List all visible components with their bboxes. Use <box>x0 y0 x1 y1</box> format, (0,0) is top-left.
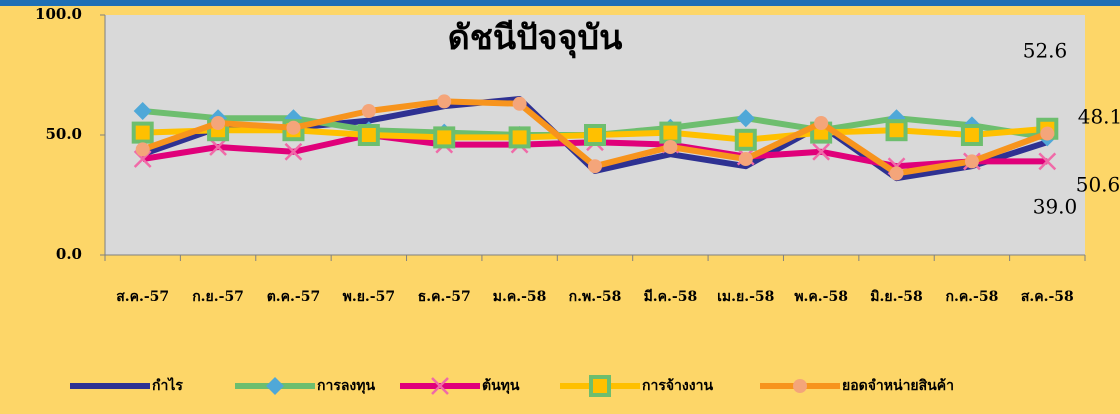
chart-title: ดัชนีปัจจุบัน <box>448 18 623 59</box>
data-point <box>960 124 983 146</box>
data-point <box>814 116 829 130</box>
data-point <box>433 126 456 149</box>
data-point <box>659 121 682 144</box>
data-point <box>284 142 303 161</box>
legend-label: การจ้างงาน <box>642 378 713 394</box>
data-point <box>135 142 150 157</box>
x-tick-label: ก.ย.-57 <box>192 289 244 305</box>
x-tick-label: พ.ย.-57 <box>343 289 395 305</box>
legend-marker <box>589 375 611 397</box>
x-tick-label: ธ.ค.-57 <box>418 289 471 305</box>
x-tick-label: เม.ย.-58 <box>717 289 774 305</box>
legend-label: ต้นทุน <box>482 378 520 394</box>
data-point <box>736 109 755 128</box>
data-point <box>734 128 757 151</box>
annotation: 52.6 <box>1023 39 1068 63</box>
annotation: 48.1 <box>1078 105 1120 129</box>
x-tick-label: ส.ค.-57 <box>116 289 169 305</box>
x-tick-label: ส.ค.-58 <box>1021 289 1074 305</box>
data-point <box>211 116 226 130</box>
data-point <box>1038 152 1057 171</box>
data-point <box>885 119 908 142</box>
data-point <box>964 154 979 169</box>
x-tick-label: มี.ค.-58 <box>644 289 698 305</box>
x-tick-label: ต.ค.-57 <box>267 289 321 305</box>
legend-marker <box>431 377 449 395</box>
data-point <box>209 138 227 156</box>
y-tick-label: 0.0 <box>56 245 82 263</box>
x-tick-label: ม.ค.-58 <box>493 289 547 305</box>
x-tick-label: ก.ค.-58 <box>945 289 998 305</box>
data-point <box>512 96 527 111</box>
legend-label: ยอดจำหน่ายสินค้า <box>842 378 954 394</box>
data-point <box>584 124 606 146</box>
data-point <box>133 102 152 120</box>
data-point <box>663 140 678 154</box>
data-point <box>812 142 831 161</box>
data-point <box>361 104 376 118</box>
legend-label: กำไร <box>152 376 183 394</box>
data-point <box>131 121 154 144</box>
y-tick-label: 50.0 <box>45 125 82 143</box>
x-tick-label: ก.พ.-58 <box>569 289 622 305</box>
legend-label: การลงทุน <box>317 378 376 394</box>
data-point <box>357 124 380 146</box>
data-point <box>286 120 301 135</box>
data-point <box>889 166 904 181</box>
annotation: 50.6 <box>1076 173 1120 197</box>
data-point <box>588 159 602 174</box>
data-point <box>437 94 452 109</box>
x-tick-label: มิ.ย.-58 <box>870 289 922 305</box>
legend-marker <box>793 379 807 393</box>
data-point <box>1040 126 1055 141</box>
top-bar <box>0 0 1120 6</box>
annotation: 39.0 <box>1033 195 1078 219</box>
legend-marker <box>266 377 284 395</box>
data-point <box>738 152 753 166</box>
x-tick-label: พ.ค.-58 <box>794 289 848 305</box>
y-tick-label: 100.0 <box>35 5 82 23</box>
data-point <box>508 126 531 149</box>
